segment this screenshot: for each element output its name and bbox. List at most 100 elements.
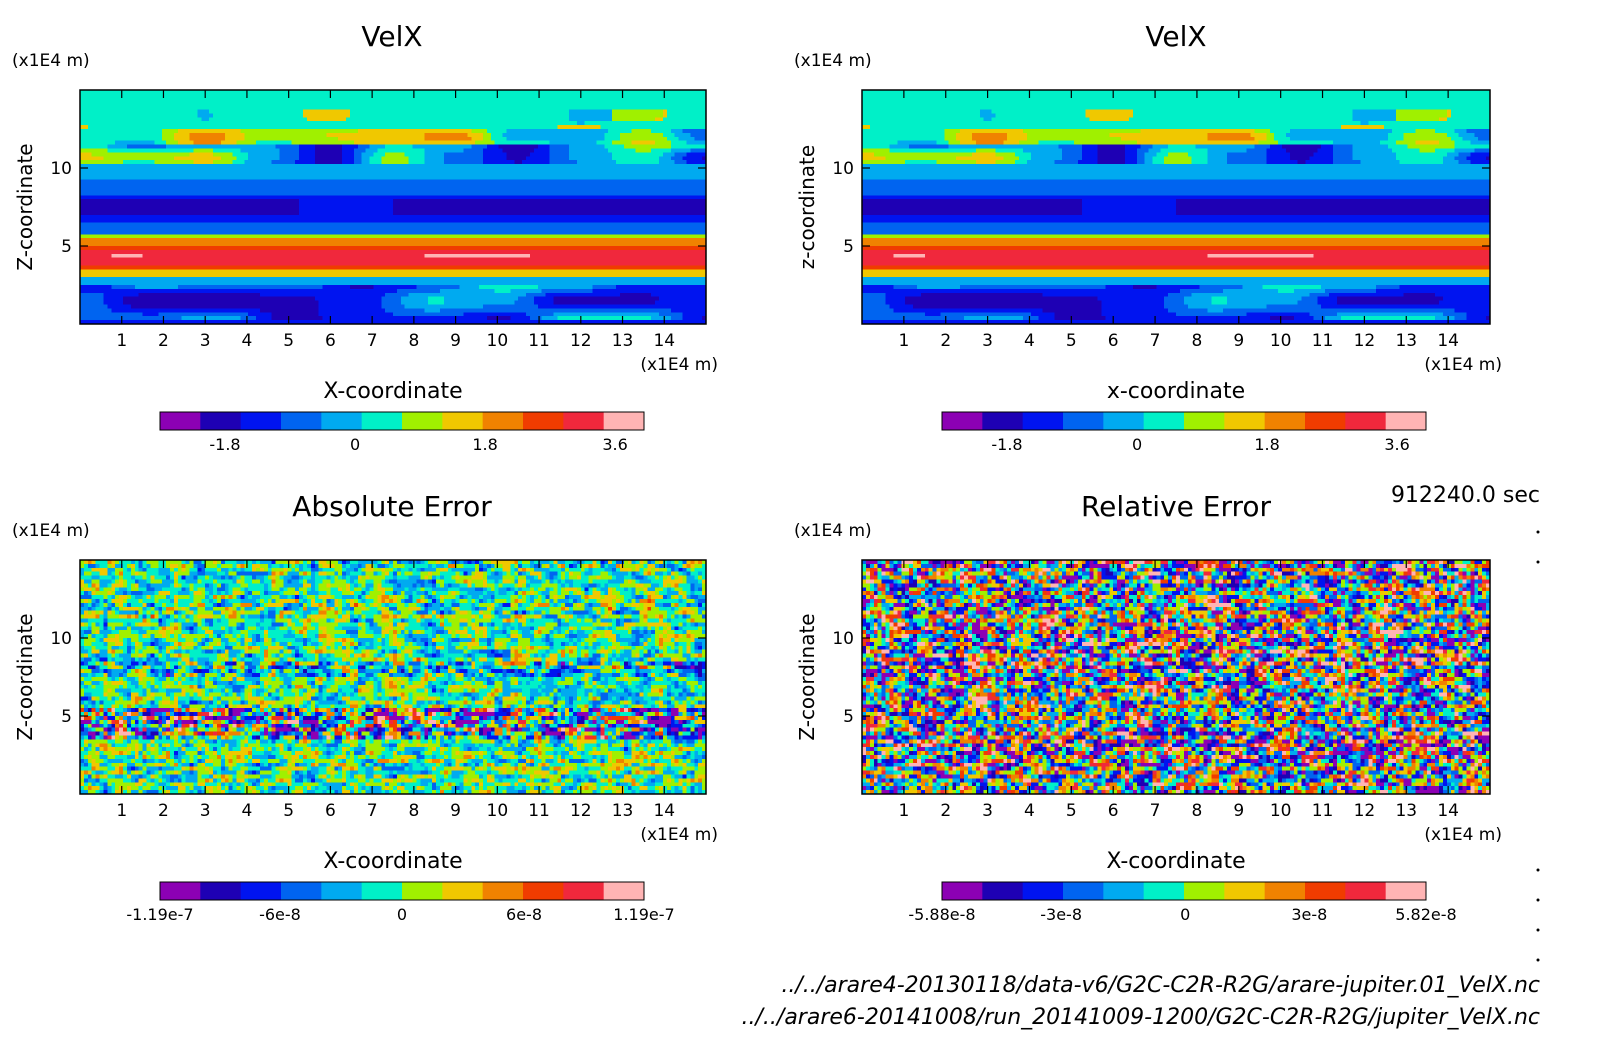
heatmap-cell <box>280 113 285 118</box>
heatmap-cell <box>299 94 304 99</box>
heatmap-cell <box>131 113 136 118</box>
heatmap-cell <box>593 94 598 99</box>
heatmap-cell <box>260 98 265 103</box>
heatmap-cell <box>209 102 214 107</box>
heatmap-cell <box>225 106 230 111</box>
heatmap-cell <box>147 94 152 99</box>
heatmap-cell <box>201 117 206 122</box>
heatmap-cell <box>350 110 355 115</box>
heatmap-cell <box>679 102 684 107</box>
heatmap-cell <box>366 98 371 103</box>
heatmap-cell <box>287 110 292 115</box>
heatmap-cell <box>514 110 519 115</box>
heatmap-cell <box>323 98 328 103</box>
heatmap-cell <box>264 98 269 103</box>
heatmap-cell <box>608 110 613 115</box>
heatmap-cell <box>581 106 586 111</box>
heatmap-cell <box>651 110 656 115</box>
heatmap-cell <box>268 113 273 118</box>
heatmap-cell <box>424 98 429 103</box>
heatmap-cell <box>311 106 316 111</box>
heatmap-cell <box>389 98 394 103</box>
heatmap-cell <box>107 117 112 122</box>
heatmap-cell <box>107 94 112 99</box>
heatmap-cell <box>628 110 633 115</box>
heatmap-cell <box>217 94 222 99</box>
heatmap-cell <box>632 106 637 111</box>
heatmap-cell <box>311 94 316 99</box>
heatmap-cell <box>522 106 527 111</box>
heatmap-cell <box>651 102 656 107</box>
heatmap-cell <box>577 98 582 103</box>
heatmap-cell <box>162 102 167 107</box>
heatmap-cell <box>671 98 676 103</box>
heatmap-cell <box>182 94 187 99</box>
heatmap-cell <box>518 106 523 111</box>
heatmap-cell <box>131 94 136 99</box>
heatmap-cell <box>92 117 97 122</box>
heatmap-cell <box>272 98 277 103</box>
heatmap-cell <box>303 94 308 99</box>
heatmap-cell <box>483 110 488 115</box>
heatmap-cell <box>698 106 703 111</box>
heatmap-cell <box>604 110 609 115</box>
heatmap-cell <box>119 98 124 103</box>
heatmap-cell <box>663 106 668 111</box>
heatmap-cell <box>452 98 457 103</box>
heatmap-cell <box>307 102 312 107</box>
heatmap-cell <box>366 102 371 107</box>
heatmap-cell <box>651 106 656 111</box>
heatmap-cell <box>377 94 382 99</box>
heatmap-cell <box>330 106 335 111</box>
heatmap-cell <box>111 102 116 107</box>
heatmap-cell <box>338 106 343 111</box>
heatmap-cell <box>303 110 308 115</box>
heatmap-cell <box>463 110 468 115</box>
heatmap-cell <box>209 113 214 118</box>
heatmap-cell <box>373 106 378 111</box>
heatmap-cell <box>186 117 191 122</box>
heatmap-cell <box>424 94 429 99</box>
heatmap-cell <box>303 117 308 122</box>
heatmap-cell <box>686 106 691 111</box>
heatmap-cell <box>671 110 676 115</box>
heatmap-cell <box>628 106 633 111</box>
heatmap-cell <box>671 102 676 107</box>
heatmap-cell <box>416 94 421 99</box>
heatmap-cell <box>499 106 504 111</box>
heatmap-cell <box>409 113 414 118</box>
heatmap-cell <box>209 110 214 115</box>
heatmap-cell <box>237 102 242 107</box>
heatmap-cell <box>96 94 101 99</box>
heatmap-cell <box>467 113 472 118</box>
heatmap-cell <box>342 106 347 111</box>
heatmap-cell <box>643 94 648 99</box>
heatmap-cell <box>460 110 465 115</box>
heatmap-cell <box>295 98 300 103</box>
heatmap-cell <box>416 113 421 118</box>
heatmap-cell <box>428 113 433 118</box>
heatmap-cell <box>362 98 367 103</box>
heatmap-cell <box>190 113 195 118</box>
heatmap-cell <box>675 98 680 103</box>
heatmap-cell <box>667 113 672 118</box>
heatmap-cell <box>416 98 421 103</box>
heatmap-cell <box>596 102 601 107</box>
heatmap-cell <box>499 94 504 99</box>
heatmap-cell <box>694 110 699 115</box>
heatmap-cell <box>690 110 695 115</box>
heatmap-cell <box>354 106 359 111</box>
heatmap-cell <box>370 113 375 118</box>
heatmap-cell <box>506 102 511 107</box>
heatmap-cell <box>432 106 437 111</box>
heatmap-cell <box>577 106 582 111</box>
heatmap-cell <box>655 110 660 115</box>
heatmap-cell <box>287 113 292 118</box>
heatmap-cell <box>471 113 476 118</box>
heatmap-cell <box>393 102 398 107</box>
heatmap-cell <box>479 94 484 99</box>
heatmap-cell <box>487 106 492 111</box>
heatmap-cell <box>280 117 285 122</box>
heatmap-cell <box>577 110 582 115</box>
heatmap-cell <box>221 117 226 122</box>
